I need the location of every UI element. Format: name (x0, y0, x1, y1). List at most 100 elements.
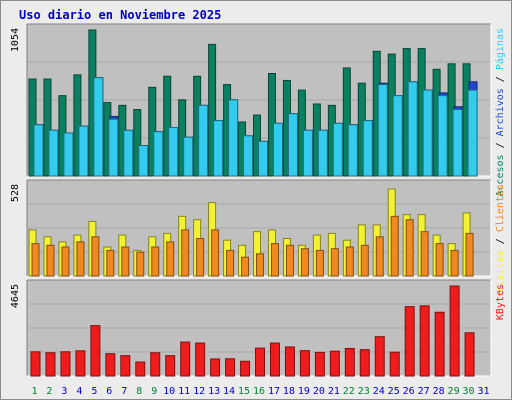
bar-clientes-day-24 (375, 236, 384, 277)
legend-páginas: Páginas (494, 28, 506, 70)
bar-páginas-day-21 (332, 122, 343, 177)
bar-kbytes-day-2 (45, 352, 56, 377)
day-label-20: 20 (313, 386, 325, 397)
bar-kbytes-day-15 (240, 360, 251, 377)
bar-kbytes-day-4 (75, 350, 86, 377)
legend-archivos: Archivos (495, 88, 506, 136)
day-label-7: 7 (121, 386, 127, 397)
bar-clientes-day-1 (31, 243, 40, 277)
bar-clientes-day-6 (106, 249, 115, 277)
bar-kbytes-day-8 (135, 361, 146, 377)
bar-páginas-day-26 (407, 81, 418, 177)
bar-páginas-day-15 (243, 135, 254, 177)
bar-clientes-day-26 (405, 219, 414, 277)
bar-páginas-day-4 (78, 125, 89, 177)
bar-páginas-day-27 (422, 89, 433, 177)
bar-páginas-day-6 (108, 118, 119, 177)
bar-kbytes-day-23 (359, 349, 370, 377)
day-label-28: 28 (433, 386, 445, 397)
day-label-9: 9 (151, 386, 157, 397)
legend-accesos: Accesos (495, 154, 506, 196)
bar-clientes-day-22 (345, 246, 354, 277)
bar-clientes-day-17 (270, 243, 279, 277)
bar-clientes-day-12 (196, 238, 205, 277)
day-label-23: 23 (358, 386, 370, 397)
bar-páginas-day-12 (198, 104, 209, 177)
bar-clientes-day-18 (285, 244, 294, 277)
day-label-22: 22 (343, 386, 355, 397)
bar-clientes-day-5 (91, 236, 100, 277)
bar-páginas-day-18 (287, 113, 298, 177)
bar-páginas-day-30 (467, 89, 478, 177)
legend-kbytes: KBytes (495, 284, 506, 320)
bar-clientes-day-15 (241, 256, 250, 277)
bar-kbytes-day-22 (344, 347, 355, 377)
bar-clientes-day-13 (211, 229, 220, 277)
bar-kbytes-day-19 (299, 350, 310, 377)
bar-clientes-day-10 (166, 241, 175, 277)
day-label-12: 12 (193, 386, 205, 397)
bar-kbytes-day-10 (165, 355, 176, 377)
bar-páginas-day-14 (228, 99, 239, 177)
day-label-1: 1 (31, 386, 37, 397)
bar-kbytes-day-11 (180, 341, 191, 377)
bar-clientes-day-2 (46, 244, 55, 277)
bar-páginas-day-1 (33, 124, 44, 177)
panel-visits-legend: Visitas / Clientes (495, 184, 506, 292)
day-label-18: 18 (283, 386, 295, 397)
bar-kbytes-day-20 (314, 351, 325, 377)
bar-kbytes-day-27 (419, 305, 430, 377)
bar-kbytes-day-18 (284, 346, 295, 377)
bar-kbytes-day-29 (449, 285, 460, 377)
bar-kbytes-day-16 (255, 347, 266, 377)
bar-páginas-day-5 (93, 77, 104, 177)
bar-páginas-day-17 (272, 122, 283, 177)
bar-clientes-day-19 (300, 248, 309, 277)
bar-accesos-day-10 (163, 75, 172, 177)
bar-páginas-day-10 (168, 127, 179, 177)
bar-clientes-day-3 (61, 246, 70, 277)
bar-clientes-day-7 (121, 246, 130, 277)
day-label-15: 15 (238, 386, 250, 397)
panel-kbytes-legend: KBytes (495, 284, 506, 320)
bar-páginas-day-11 (183, 136, 194, 177)
bar-clientes-day-9 (151, 246, 160, 277)
day-label-17: 17 (268, 386, 280, 397)
bar-kbytes-day-7 (120, 355, 131, 377)
bar-kbytes-day-1 (30, 351, 41, 377)
legend-separator: / (495, 232, 506, 250)
day-label-29: 29 (448, 386, 460, 397)
day-label-5: 5 (91, 386, 97, 397)
bar-clientes-day-25 (390, 215, 399, 277)
bar-clientes-day-11 (181, 229, 190, 277)
day-label-10: 10 (163, 386, 175, 397)
bar-páginas-day-23 (362, 120, 373, 177)
bar-kbytes-day-13 (210, 358, 221, 377)
day-label-3: 3 (61, 386, 67, 397)
bar-kbytes-day-24 (374, 336, 385, 377)
bar-kbytes-day-14 (225, 358, 236, 377)
bar-clientes-day-16 (256, 253, 265, 277)
bar-kbytes-day-6 (105, 353, 116, 377)
bar-clientes-day-29 (450, 249, 459, 277)
bar-clientes-day-4 (76, 241, 85, 277)
bar-accesos-day-2 (43, 78, 52, 177)
bar-kbytes-day-28 (434, 311, 445, 377)
bar-accesos-day-8 (133, 109, 142, 177)
bar-páginas-day-24 (377, 84, 388, 177)
bar-páginas-day-28 (437, 95, 448, 177)
bar-kbytes-day-21 (329, 350, 340, 377)
bar-kbytes-day-25 (389, 351, 400, 377)
legend-separator: / (495, 136, 506, 154)
bar-clientes-day-27 (420, 231, 429, 277)
legend-visitas: Visitas (495, 250, 506, 292)
bar-páginas-day-29 (452, 109, 463, 177)
day-label-14: 14 (223, 386, 235, 397)
day-label-4: 4 (76, 386, 82, 397)
bar-páginas-day-2 (48, 129, 59, 177)
legend-separator: / (495, 70, 506, 88)
bar-accesos-day-4 (73, 74, 82, 177)
bar-accesos-day-22 (342, 67, 351, 177)
day-label-13: 13 (208, 386, 220, 397)
